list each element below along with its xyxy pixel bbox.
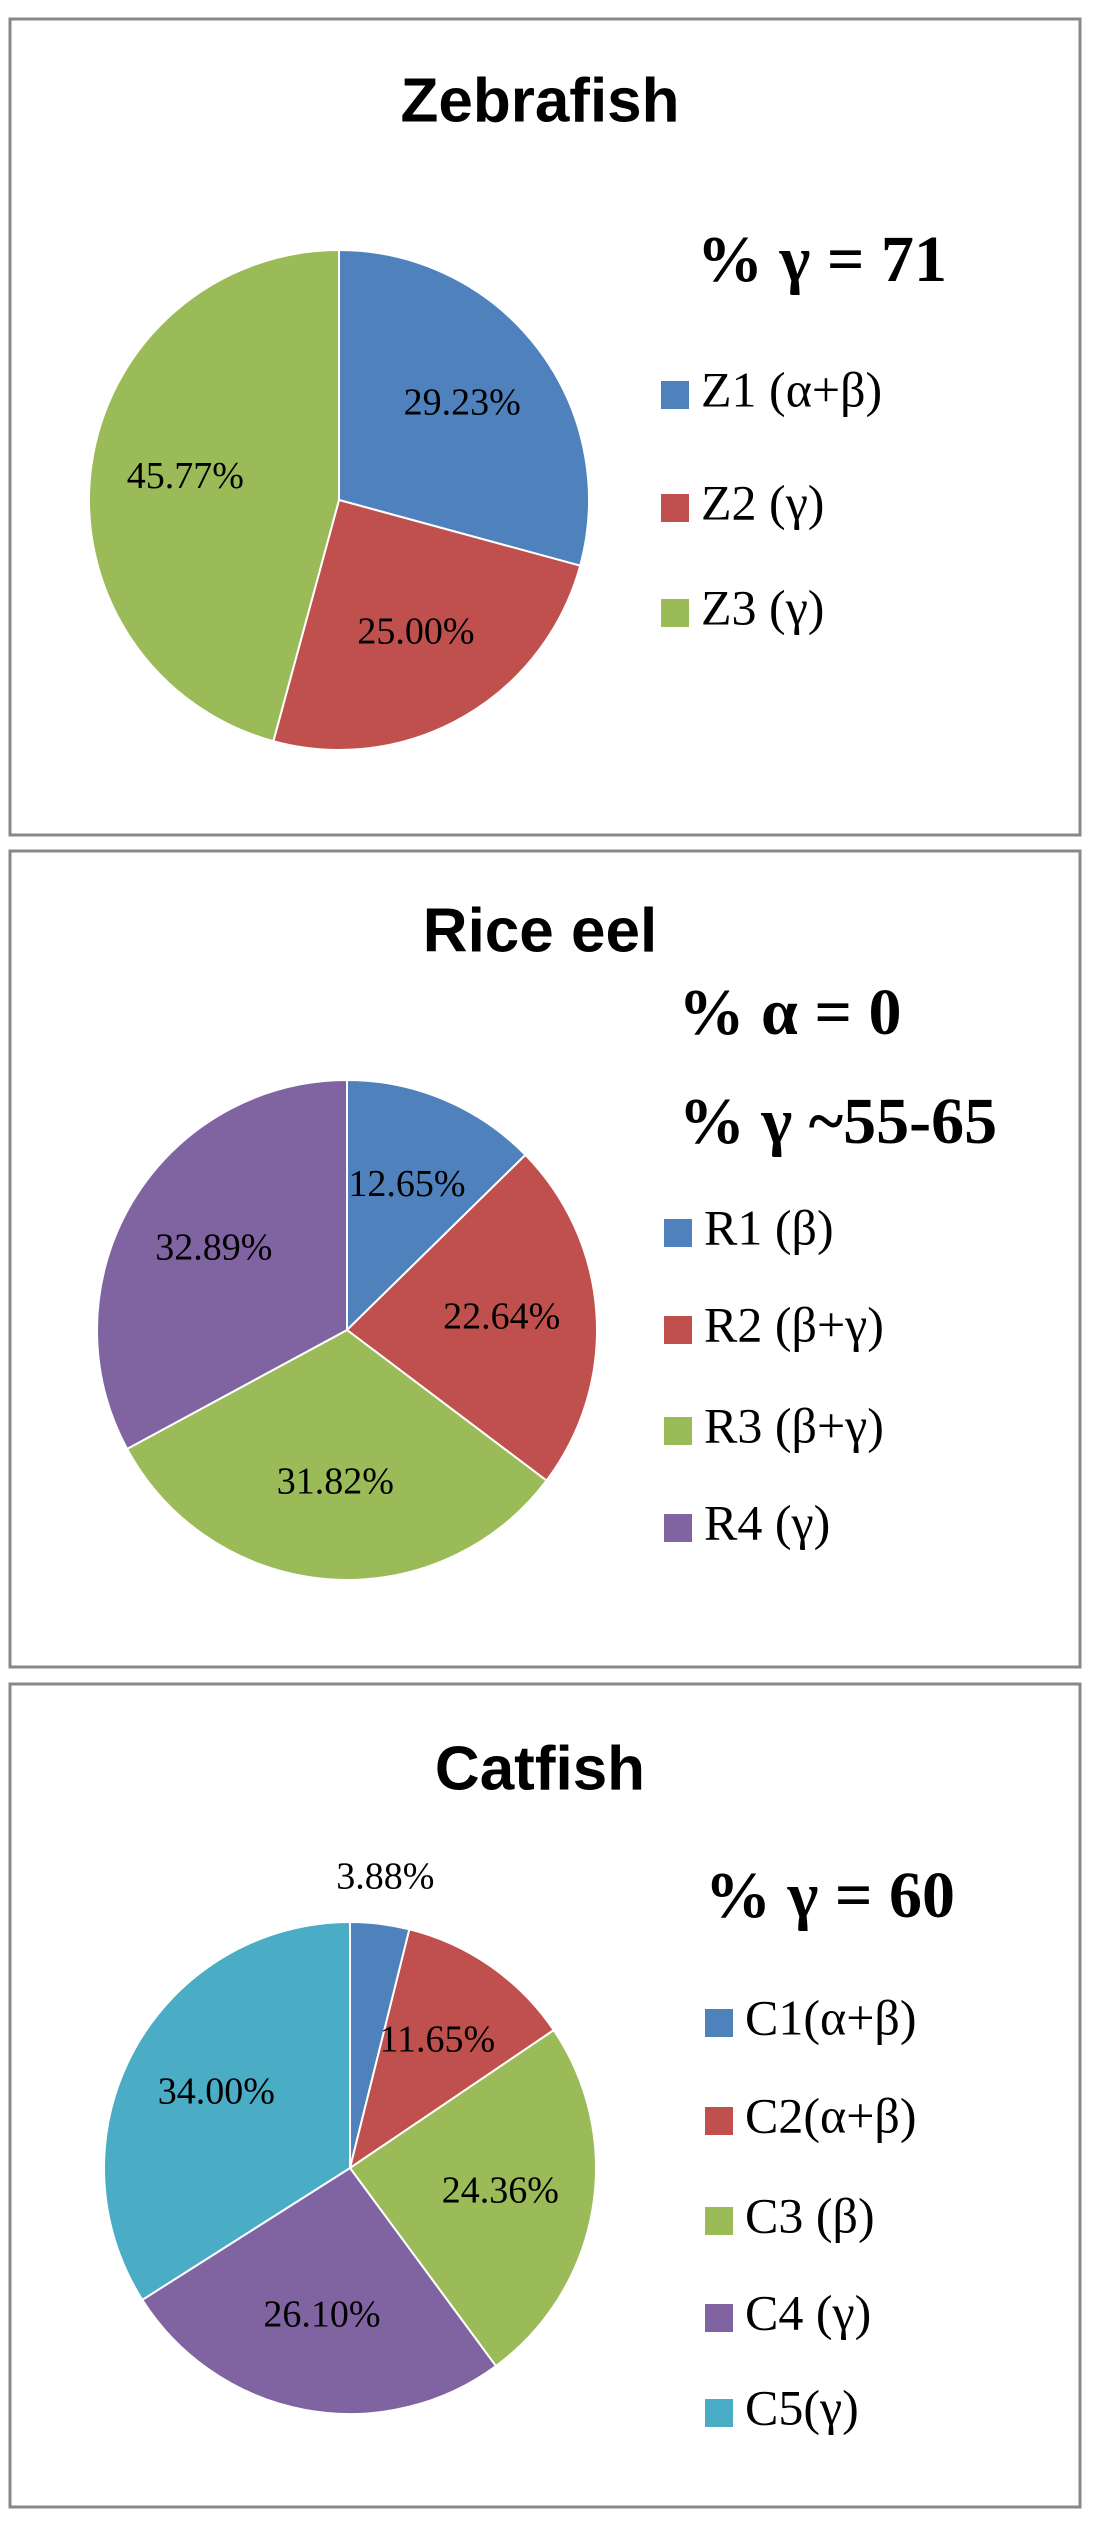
data-label: 26.10% [263,2294,380,2336]
pie-chart: Rice eel % α = 0 % γ ~55-65 12.65% R1 (β) 22.… [8,849,1082,1669]
legend-swatch [661,599,689,627]
chart-title: Rice eel [423,896,657,965]
legend-label: C1(α+β) [745,1989,916,2045]
legend-label: R2 (β+γ) [704,1296,884,1352]
data-label: 12.65% [348,1163,465,1205]
pie-slice [140,2166,498,2415]
legend-label: Z3 (γ) [701,579,824,635]
annotation: % γ = 71 [697,223,947,296]
data-label: 31.82% [277,1460,394,1502]
legend-swatch [664,1316,692,1344]
legend-swatch [664,1514,692,1542]
pie-slice [348,2028,597,2368]
pie-chart: Catfish % γ = 60 3.88% C1(α+β) 11.65% C2(α+β)… [8,1682,1082,2509]
pie-chart: Zebrafish % γ = 71 29.23% Z1 (α+β) 25.00% Z2 … [8,17,1082,837]
annotation: % γ = 60 [705,1859,955,1932]
data-label: 29.23% [404,382,521,424]
legend-label: Z2 (γ) [701,474,824,530]
legend-swatch [705,2207,733,2235]
legend-swatch [661,381,689,409]
pie-slice [88,248,340,743]
legend-swatch [705,2009,733,2037]
pie-slice [103,1920,351,2302]
data-label: 32.89% [155,1226,272,1268]
legend-label: C4 (γ) [745,2284,871,2340]
data-label: 45.77% [127,455,244,497]
data-label: 22.64% [443,1296,560,1338]
legend-swatch [664,1417,692,1445]
legend-label: R1 (β) [704,1199,834,1255]
data-label: 11.65% [379,2019,495,2061]
legend-swatch [664,1219,692,1247]
pie-slice [96,1078,348,1451]
pie-slice [348,1928,556,2171]
annotation: % γ ~55-65 [679,1085,997,1158]
pie-slice [272,498,582,751]
legend-swatch [705,2399,733,2427]
data-label: 25.00% [357,610,474,652]
legend-label: R3 (β+γ) [704,1397,884,1453]
annotation: % α = 0 [679,976,902,1049]
legend-label: C2(α+β) [745,2087,916,2143]
pie-slice [346,1078,527,1333]
data-label: 34.00% [158,2070,275,2112]
legend-label: R4 (γ) [704,1494,830,1550]
chart-title: Catfish [435,1734,645,1803]
legend-label: C3 (β) [745,2187,875,2243]
data-label: 3.88% [336,1856,434,1898]
legend-swatch [705,2107,733,2135]
chart-title: Zebrafish [400,66,679,135]
pie-slice [345,1153,598,1483]
legend-swatch [661,494,689,522]
pie-slice [338,248,590,567]
legend-label: C5(γ) [745,2379,859,2435]
legend-swatch [705,2304,733,2332]
legend-label: Z1 (α+β) [701,361,882,417]
data-label: 24.36% [442,2170,559,2212]
